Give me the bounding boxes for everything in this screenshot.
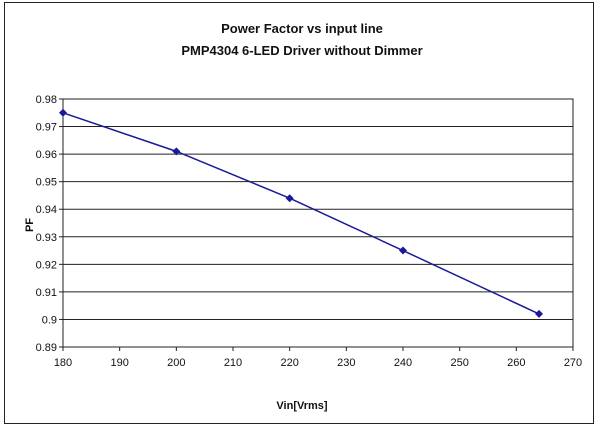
y-axis-ticks: 0.98 0.97 0.96 0.95 0.94 0.93 0.92 0.91 0.9 0.89 [36,94,63,354]
y-axis-label: PF [24,218,36,232]
x-tick-label: 270 [564,357,582,369]
x-axis-ticks: 180 190 200 210 220 230 240 250 260 270 [54,347,582,369]
series-layer [59,108,543,318]
plot-border [62,98,574,348]
y-tick-label: 0.97 [36,122,57,134]
x-tick-label: 250 [450,357,468,369]
y-tick-label: 0.92 [36,259,57,271]
x-tick-label: 260 [507,357,525,369]
data-point [535,309,543,318]
y-tick-label: 0.89 [36,342,57,354]
data-point [285,194,294,203]
y-tick-label: 0.91 [36,287,57,299]
chart-title: Power Factor vs input line [221,21,383,36]
y-tick-label: 0.96 [36,149,57,161]
chart-frame: Power Factor vs input line PMP4304 6-LED… [4,2,594,424]
data-point [59,108,67,117]
data-point [399,246,407,255]
x-axis-label: Vin[Vrms] [276,400,327,412]
x-tick-label: 200 [167,357,185,369]
y-tick-label: 0.9 [42,314,57,326]
data-point [172,147,181,156]
x-tick-label: 210 [224,357,242,369]
x-tick-label: 180 [54,357,72,369]
y-tick-label: 0.94 [36,204,57,216]
chart-subtitle: PMP4304 6-LED Driver without Dimmer [181,43,422,58]
x-tick-label: 220 [280,357,298,369]
x-tick-label: 240 [394,357,412,369]
y-tick-label: 0.95 [36,177,57,189]
line-chart: Power Factor vs input line PMP4304 6-LED… [24,21,582,412]
plot-area [62,98,574,348]
x-tick-label: 190 [110,357,128,369]
x-tick-label: 230 [337,357,355,369]
y-tick-label: 0.98 [36,94,57,106]
y-tick-label: 0.93 [36,232,57,244]
